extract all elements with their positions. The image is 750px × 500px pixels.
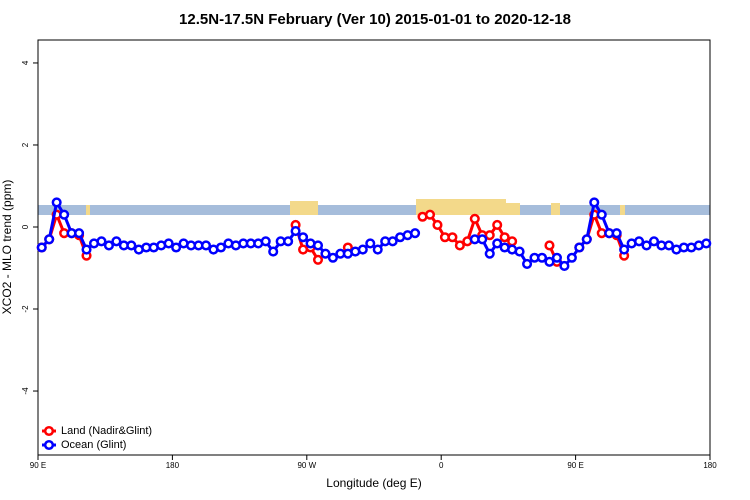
legend-marker bbox=[43, 425, 55, 437]
land-patch bbox=[86, 205, 90, 215]
data-point bbox=[566, 252, 577, 263]
data-point bbox=[634, 236, 645, 247]
data-point bbox=[522, 258, 533, 269]
data-point bbox=[59, 209, 70, 220]
land-mask bbox=[38, 199, 710, 215]
data-point bbox=[484, 248, 495, 259]
land-patch bbox=[290, 201, 318, 215]
data-point bbox=[410, 228, 421, 239]
data-point bbox=[507, 236, 518, 247]
legend-marker bbox=[43, 439, 55, 451]
y-tick-label: -4 bbox=[21, 387, 30, 395]
data-point bbox=[447, 232, 458, 243]
data-point bbox=[559, 260, 570, 272]
data-point bbox=[619, 244, 630, 255]
data-point bbox=[596, 209, 607, 220]
x-tick-label: 180 bbox=[166, 461, 180, 470]
data-point bbox=[103, 240, 114, 251]
data-point bbox=[611, 228, 622, 239]
data-point bbox=[36, 242, 47, 253]
x-tick-label: 90 E bbox=[30, 461, 46, 470]
data-point bbox=[126, 240, 137, 251]
data-point bbox=[432, 219, 443, 230]
legend-label: Ocean (Glint) bbox=[61, 439, 126, 451]
y-tick-label: 0 bbox=[21, 224, 30, 229]
data-point bbox=[663, 240, 674, 251]
data-point bbox=[701, 238, 712, 249]
marks bbox=[36, 197, 712, 272]
legend: Land (Nadir&Glint) Ocean (Glint) bbox=[42, 425, 152, 451]
data-point bbox=[215, 242, 226, 253]
data-point bbox=[290, 226, 301, 237]
x-axis-label: Longitude (deg E) bbox=[326, 476, 421, 490]
data-point bbox=[96, 236, 107, 247]
data-point bbox=[163, 238, 174, 249]
y-tick-label: 2 bbox=[21, 142, 30, 147]
land-patch bbox=[506, 203, 520, 215]
data-point bbox=[589, 197, 600, 208]
data-point bbox=[574, 242, 585, 253]
x-tick-label: 0 bbox=[439, 461, 444, 470]
y-tick-label: -2 bbox=[21, 305, 30, 313]
data-point bbox=[260, 236, 271, 247]
data-point bbox=[514, 246, 525, 257]
data-point bbox=[298, 232, 309, 243]
data-point bbox=[492, 219, 503, 230]
data-point bbox=[312, 254, 324, 265]
data-point bbox=[477, 234, 488, 245]
data-point bbox=[312, 240, 324, 251]
land-patch bbox=[416, 199, 506, 215]
data-point bbox=[424, 209, 436, 220]
data-point bbox=[200, 240, 212, 251]
data-point bbox=[111, 236, 122, 247]
data-point bbox=[365, 238, 376, 249]
data-point bbox=[551, 252, 562, 263]
data-point bbox=[454, 240, 465, 251]
data-point bbox=[268, 246, 279, 257]
x-tick-label: 180 bbox=[703, 461, 717, 470]
data-point bbox=[372, 244, 383, 255]
data-point bbox=[492, 238, 503, 249]
data-point bbox=[44, 234, 55, 245]
data-point bbox=[320, 248, 331, 259]
land-patch bbox=[551, 203, 560, 215]
data-point bbox=[484, 230, 495, 241]
data-point bbox=[283, 236, 294, 247]
data-point bbox=[641, 240, 652, 251]
data-point bbox=[387, 236, 398, 247]
data-point bbox=[536, 252, 548, 263]
y-tick-label: 4 bbox=[21, 60, 30, 65]
data-point bbox=[171, 242, 182, 253]
land-patch bbox=[620, 205, 625, 215]
data-point bbox=[74, 228, 85, 239]
data-point bbox=[469, 213, 480, 224]
ocean-band bbox=[38, 205, 710, 215]
data-point bbox=[544, 240, 555, 251]
x-tick-label: 90 E bbox=[567, 461, 583, 470]
data-point bbox=[544, 256, 555, 267]
data-point bbox=[327, 252, 338, 263]
chart-title: 12.5N-17.5N February (Ver 10) 2015-01-01… bbox=[179, 11, 571, 28]
data-point bbox=[499, 232, 510, 243]
data-point bbox=[51, 197, 62, 208]
data-point bbox=[581, 234, 592, 245]
y-axis-label: XCO2 - MLO trend (ppm) bbox=[0, 180, 14, 315]
data-point bbox=[81, 244, 92, 255]
legend-label: Land (Nadir&Glint) bbox=[61, 425, 152, 437]
x-tick-label: 90 W bbox=[297, 461, 316, 470]
data-point bbox=[357, 244, 368, 255]
data-point bbox=[648, 236, 660, 247]
